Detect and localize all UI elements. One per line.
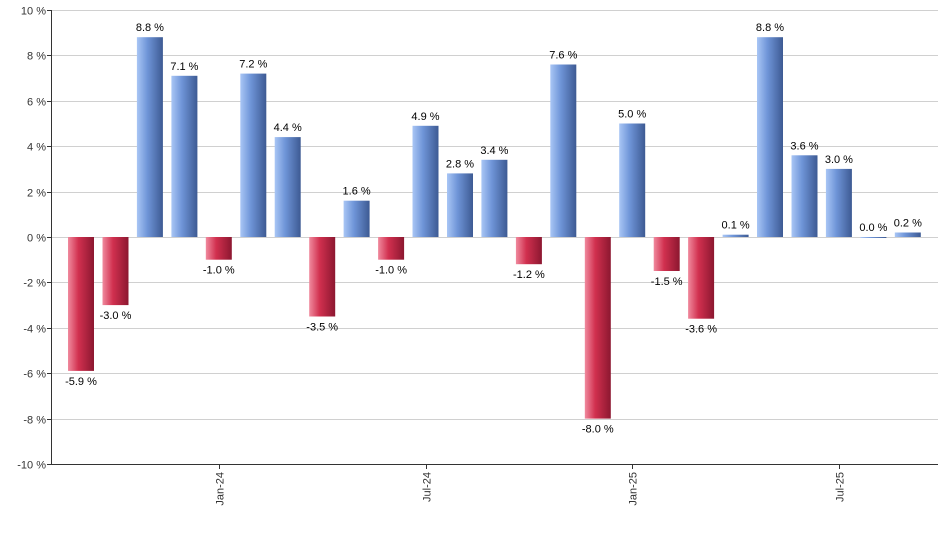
y-tick-label: 8 % — [27, 51, 46, 63]
bar — [205, 237, 232, 260]
data-label: -5.9 % — [65, 376, 97, 388]
bar — [584, 237, 611, 419]
bar — [240, 73, 267, 237]
y-tick-label: 6 % — [27, 97, 46, 109]
data-label: 0.0 % — [859, 222, 887, 234]
bar — [619, 123, 646, 237]
x-tick-label: Jan-25 — [628, 472, 640, 506]
data-label: 5.0 % — [618, 109, 646, 121]
bar — [860, 237, 887, 238]
data-label: -1.0 % — [375, 265, 407, 277]
data-label: 0.1 % — [722, 220, 750, 232]
x-axis-tick-labels: Jan-24 Jul-24 Jan-25 Jul-25 — [215, 472, 847, 506]
data-label: 0.2 % — [894, 218, 922, 230]
data-label: 3.6 % — [790, 140, 818, 152]
bar — [343, 200, 370, 237]
data-labels: -5.9 % -3.0 % 8.8 % 7.1 % -1.0 % 7.2 % 4.4 % -3… — [65, 22, 922, 435]
bar — [722, 234, 749, 237]
data-label: 7.6 % — [549, 50, 577, 62]
data-label: -8.0 % — [582, 424, 614, 436]
y-tick-label: 2 % — [27, 188, 46, 200]
bar — [136, 37, 163, 238]
y-tick-label: -2 % — [23, 278, 46, 290]
bar — [171, 75, 198, 237]
y-tick-label: -6 % — [23, 369, 46, 381]
data-label: -1.2 % — [513, 269, 545, 281]
axes — [47, 10, 938, 469]
bar — [274, 137, 301, 237]
bar — [550, 64, 577, 237]
data-label: -3.0 % — [100, 310, 132, 322]
bar — [825, 168, 852, 237]
data-label: 2.8 % — [446, 158, 474, 170]
bar — [447, 173, 473, 237]
data-label: -3.6 % — [685, 324, 717, 336]
bar — [309, 237, 336, 317]
bar — [757, 37, 783, 238]
data-label: 7.2 % — [239, 59, 267, 71]
y-tick-label: 10 % — [21, 6, 46, 18]
bar — [102, 237, 129, 306]
data-label: 4.4 % — [274, 122, 302, 134]
data-label: -1.5 % — [651, 276, 683, 288]
bar — [688, 237, 715, 319]
y-axis-tick-labels: 10 % 8 % 6 % 4 % 2 % 0 % -2 % -4 % -6 % -8 % -10 % — [17, 6, 46, 472]
data-label: -1.0 % — [203, 265, 235, 277]
data-label: 3.4 % — [480, 145, 508, 157]
bar — [481, 159, 508, 237]
data-label: -3.5 % — [306, 322, 338, 334]
bar — [791, 155, 818, 237]
x-tick-label: Jul-25 — [835, 472, 847, 502]
data-label: 4.9 % — [411, 111, 439, 123]
x-tick-label: Jan-24 — [215, 472, 227, 506]
y-tick-label: -4 % — [23, 324, 46, 336]
bars — [68, 37, 921, 419]
y-tick-label: 4 % — [27, 142, 46, 154]
x-tick-label: Jul-24 — [422, 472, 434, 502]
data-label: 1.6 % — [343, 186, 371, 198]
data-label: 7.1 % — [170, 61, 198, 73]
bar — [653, 237, 680, 271]
data-label: 8.8 % — [136, 22, 164, 34]
bar — [68, 237, 94, 371]
y-tick-label: -8 % — [23, 415, 46, 427]
y-tick-label: -10 % — [17, 460, 46, 472]
bar — [378, 237, 405, 260]
data-label: 8.8 % — [756, 22, 784, 34]
data-label: 3.0 % — [825, 154, 853, 166]
bar — [894, 232, 921, 237]
y-tick-label: 0 % — [27, 233, 46, 245]
bar — [412, 125, 439, 237]
bar — [515, 237, 542, 265]
